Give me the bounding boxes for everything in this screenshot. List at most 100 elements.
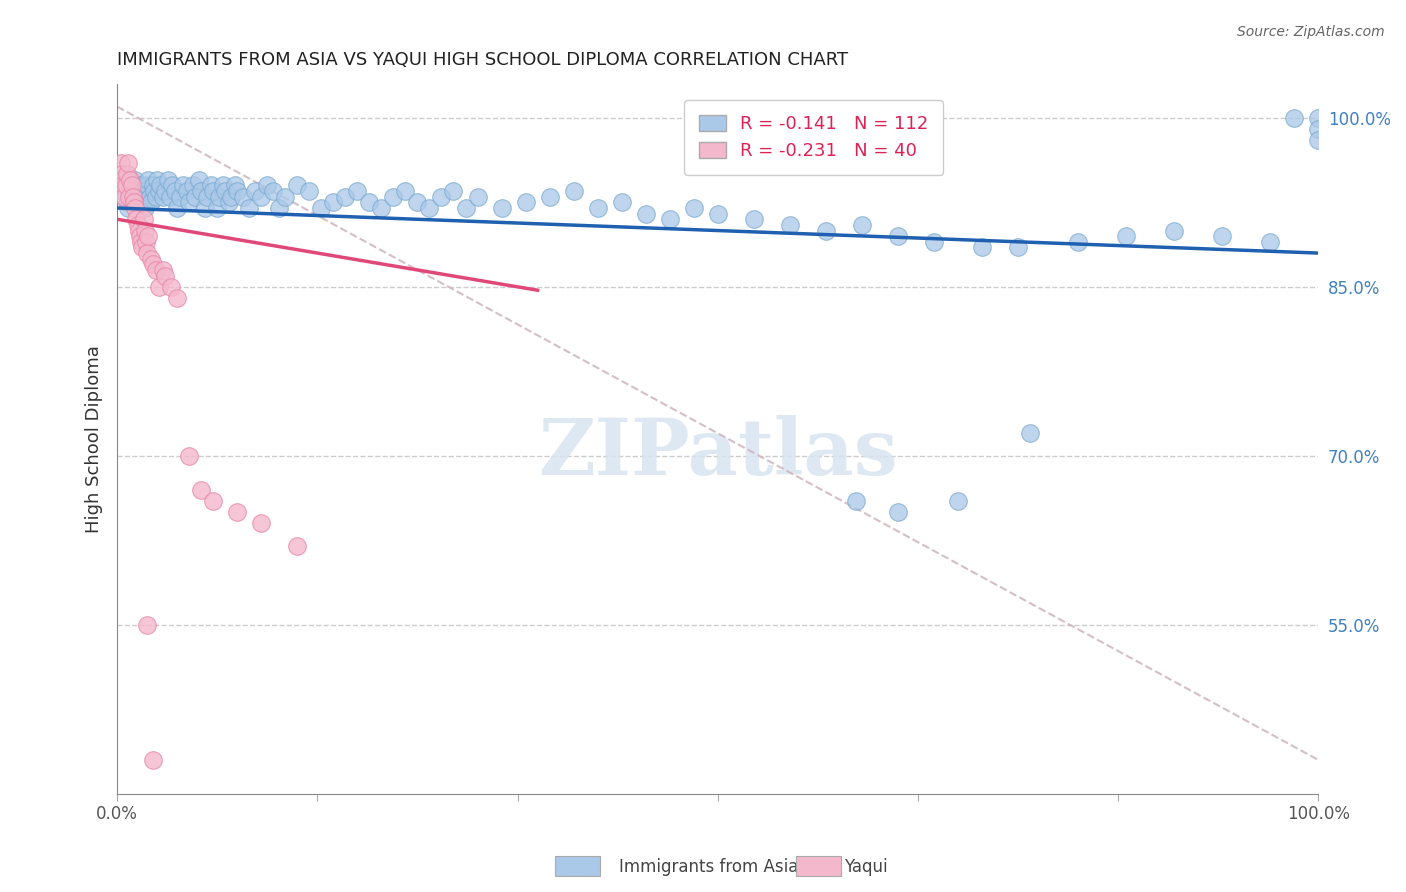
Point bbox=[129, 229, 152, 244]
Point bbox=[112, 178, 135, 193]
Point bbox=[128, 195, 150, 210]
Point bbox=[269, 201, 291, 215]
Point bbox=[538, 190, 561, 204]
Point bbox=[658, 212, 681, 227]
Point bbox=[118, 190, 141, 204]
Point bbox=[226, 184, 249, 198]
Point bbox=[845, 493, 868, 508]
Point bbox=[136, 617, 159, 632]
Point bbox=[172, 178, 194, 193]
Point bbox=[205, 201, 228, 215]
Point bbox=[562, 184, 585, 198]
Point bbox=[112, 190, 135, 204]
Point bbox=[394, 184, 416, 198]
Point bbox=[152, 263, 174, 277]
Point bbox=[120, 178, 142, 193]
Point bbox=[218, 195, 240, 210]
Point bbox=[922, 235, 945, 249]
Point bbox=[179, 195, 201, 210]
Point bbox=[346, 184, 368, 198]
Legend: R = -0.141   N = 112, R = -0.231   N = 40: R = -0.141 N = 112, R = -0.231 N = 40 bbox=[685, 100, 943, 175]
Point bbox=[250, 190, 273, 204]
Point bbox=[335, 190, 357, 204]
Point bbox=[418, 201, 440, 215]
Point bbox=[162, 178, 184, 193]
Point bbox=[128, 223, 150, 237]
Point bbox=[148, 184, 170, 198]
Point bbox=[121, 190, 143, 204]
Point bbox=[112, 173, 135, 187]
Point bbox=[634, 207, 657, 221]
Point bbox=[1007, 240, 1029, 254]
Point bbox=[814, 223, 837, 237]
Text: Source: ZipAtlas.com: Source: ZipAtlas.com bbox=[1237, 25, 1385, 39]
Point bbox=[232, 190, 254, 204]
Point bbox=[586, 201, 609, 215]
Point bbox=[114, 178, 136, 193]
Point bbox=[382, 190, 405, 204]
Point bbox=[179, 449, 201, 463]
Point bbox=[138, 190, 160, 204]
Point bbox=[190, 483, 212, 497]
Point bbox=[129, 190, 152, 204]
Point bbox=[467, 190, 489, 204]
Point bbox=[250, 516, 273, 531]
Point bbox=[148, 280, 170, 294]
Point bbox=[430, 190, 453, 204]
Text: Yaqui: Yaqui bbox=[844, 858, 887, 876]
Point bbox=[160, 280, 183, 294]
Point bbox=[139, 252, 162, 266]
Point bbox=[202, 493, 225, 508]
Point bbox=[946, 493, 969, 508]
Point bbox=[166, 291, 188, 305]
Point bbox=[169, 190, 191, 204]
Point bbox=[146, 173, 169, 187]
Point bbox=[491, 201, 513, 215]
Point bbox=[359, 195, 381, 210]
Point bbox=[181, 178, 204, 193]
Point bbox=[110, 156, 132, 170]
Point bbox=[135, 235, 157, 249]
Point bbox=[117, 156, 139, 170]
Text: Immigrants from Asia: Immigrants from Asia bbox=[619, 858, 799, 876]
Point bbox=[1258, 235, 1281, 249]
Point bbox=[134, 223, 156, 237]
Point bbox=[156, 173, 179, 187]
Point bbox=[187, 173, 209, 187]
Point bbox=[226, 505, 249, 519]
Point bbox=[145, 263, 167, 277]
Point bbox=[706, 207, 728, 221]
Point bbox=[132, 212, 155, 227]
Point bbox=[200, 178, 222, 193]
Point bbox=[742, 212, 765, 227]
Point bbox=[245, 184, 267, 198]
Point bbox=[111, 167, 134, 181]
Point bbox=[115, 167, 138, 181]
Point bbox=[138, 229, 160, 244]
Point bbox=[610, 195, 633, 210]
Point bbox=[238, 201, 260, 215]
Point bbox=[110, 178, 132, 193]
Point bbox=[136, 178, 159, 193]
Point bbox=[1308, 133, 1330, 147]
Text: ZIPatlas: ZIPatlas bbox=[538, 415, 897, 491]
Point bbox=[212, 178, 235, 193]
Text: IMMIGRANTS FROM ASIA VS YAQUI HIGH SCHOOL DIPLOMA CORRELATION CHART: IMMIGRANTS FROM ASIA VS YAQUI HIGH SCHOO… bbox=[117, 51, 848, 69]
Point bbox=[132, 190, 155, 204]
Point bbox=[887, 229, 910, 244]
Point bbox=[142, 753, 165, 767]
Point bbox=[322, 195, 344, 210]
Point bbox=[887, 505, 910, 519]
Point bbox=[285, 539, 308, 553]
Point bbox=[134, 201, 156, 215]
Y-axis label: High School Diploma: High School Diploma bbox=[86, 345, 103, 533]
Point bbox=[224, 178, 246, 193]
Point bbox=[1284, 111, 1306, 125]
Point bbox=[120, 173, 142, 187]
Point bbox=[155, 268, 177, 283]
Point bbox=[454, 201, 477, 215]
Point bbox=[142, 257, 165, 271]
Point bbox=[118, 184, 141, 198]
Point bbox=[127, 218, 149, 232]
Point bbox=[138, 173, 160, 187]
